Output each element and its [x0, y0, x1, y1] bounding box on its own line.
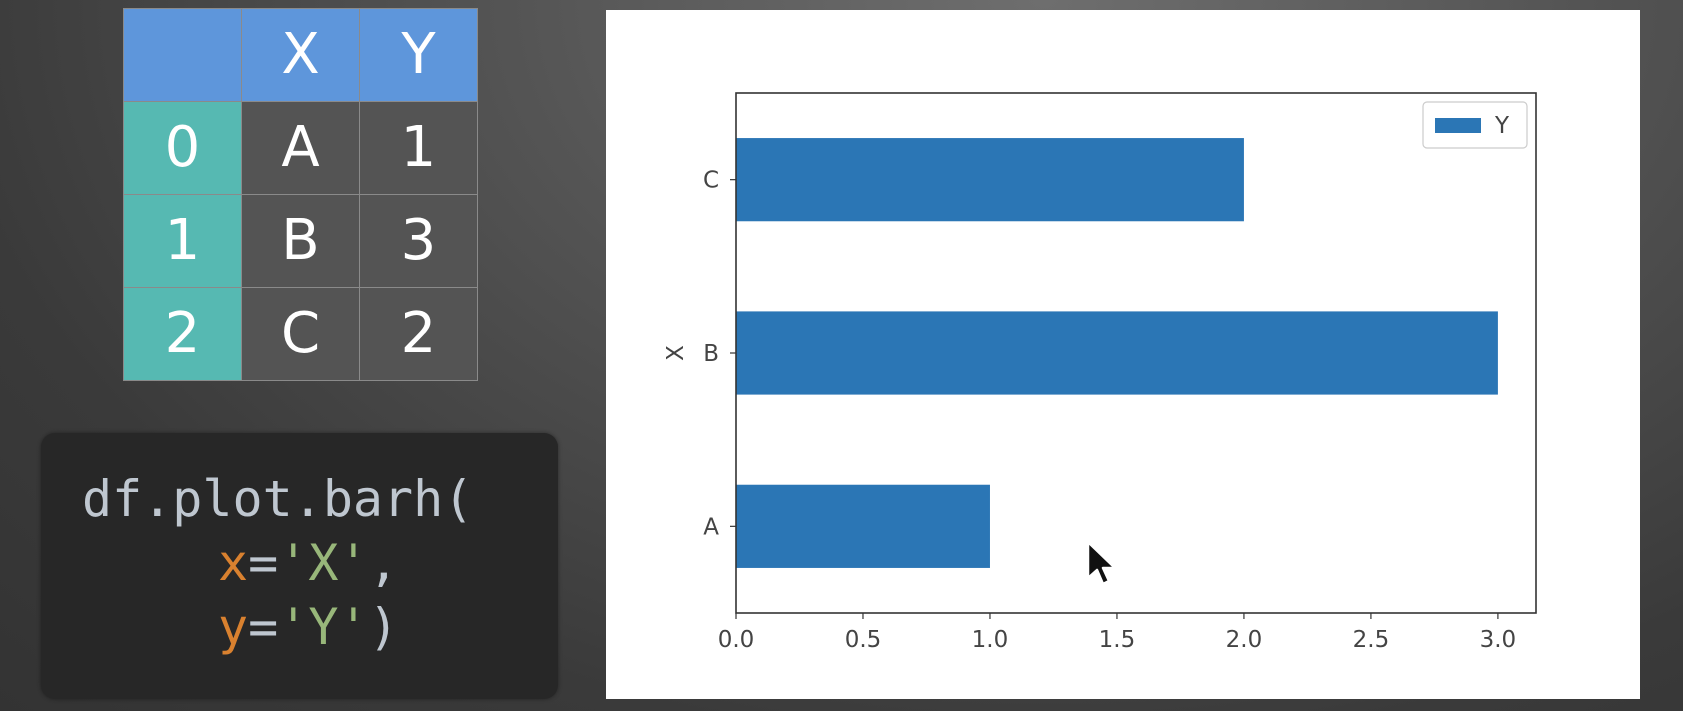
bar-b: [736, 311, 1498, 395]
y-tick-label: A: [703, 514, 719, 540]
code-equals: =: [248, 598, 279, 656]
table-cell-x: A: [241, 101, 360, 195]
plot-frame: [735, 92, 1537, 614]
table-header-y: Y: [359, 8, 478, 102]
code-line-3: y='Y'): [218, 595, 399, 659]
code-comma: ,: [368, 534, 399, 592]
bar-a: [736, 484, 990, 568]
bar-chart: A B C 0.0 0.5 1.0 1.5 2.0 2.5 3.0 X Y: [663, 92, 1537, 653]
bar-c: [736, 138, 1244, 222]
code-line-1: df.plot.barh(: [82, 467, 473, 531]
table-cell-y: 3: [359, 194, 478, 288]
code-close-paren: ): [368, 598, 399, 656]
code-y-value: 'Y': [278, 598, 369, 656]
x-tick-label: 0.5: [845, 627, 882, 653]
code-snippet: df.plot.barh( x='X', y='Y'): [41, 433, 558, 699]
code-call: df.plot.barh(: [82, 470, 474, 528]
x-tick-label: 1.5: [1099, 627, 1136, 653]
code-y-param: y: [218, 598, 249, 656]
table-index-cell: 2: [123, 287, 242, 381]
y-tick-label: B: [703, 341, 719, 367]
table-row: 2 C 2: [123, 287, 478, 381]
code-x-value: 'X': [278, 534, 369, 592]
table-header-index: [123, 8, 242, 102]
table-cell-x: C: [241, 287, 360, 381]
legend-swatch: [1435, 118, 1481, 133]
table-index-cell: 1: [123, 194, 242, 288]
table-cell-y: 2: [359, 287, 478, 381]
table-header-x: X: [241, 8, 360, 102]
x-tick-label: 3.0: [1480, 627, 1517, 653]
y-axis-label: X: [663, 345, 689, 361]
table-index-cell: 0: [123, 101, 242, 195]
code-line-2: x='X',: [218, 531, 399, 595]
code-equals: =: [248, 534, 279, 592]
table-row: 1 B 3: [123, 194, 478, 288]
mouse-cursor-icon: [1086, 540, 1117, 586]
code-x-param: x: [218, 534, 249, 592]
y-tick-label: C: [703, 168, 719, 194]
table-cell-y: 1: [359, 101, 478, 195]
x-tick-label: 1.0: [972, 627, 1009, 653]
table-cell-x: B: [241, 194, 360, 288]
x-tick-label: 2.5: [1353, 627, 1390, 653]
legend-label: Y: [1494, 113, 1510, 139]
table-header-row: X Y: [123, 8, 478, 102]
x-tick-label: 2.0: [1226, 627, 1263, 653]
data-table: X Y 0 A 1 1 B 3 2 C 2: [123, 8, 478, 381]
chart-panel: A B C 0.0 0.5 1.0 1.5 2.0 2.5 3.0 X Y: [606, 10, 1640, 699]
x-tick-label: 0.0: [718, 627, 755, 653]
table-row: 0 A 1: [123, 101, 478, 195]
